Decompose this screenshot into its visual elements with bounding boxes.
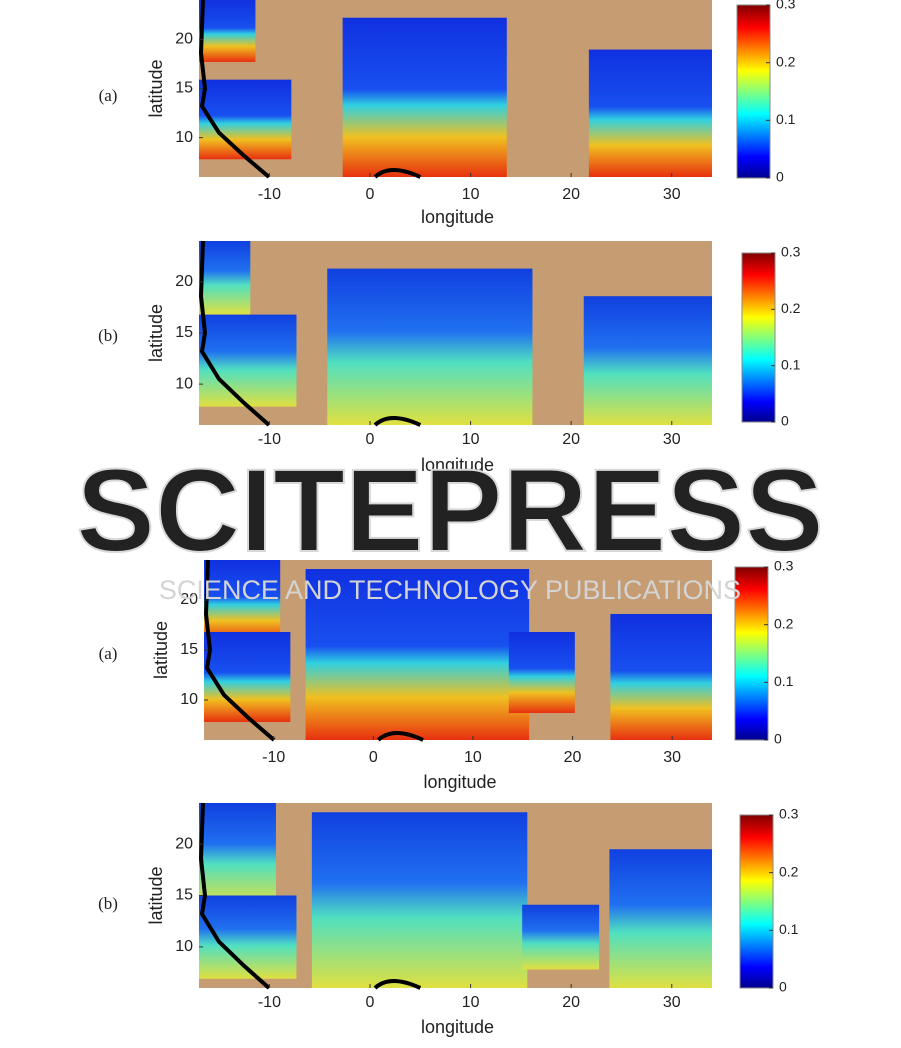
x-tick-label: 0	[366, 186, 375, 203]
colorbar-tick-label: 0	[781, 413, 789, 429]
x-tick-label: 10	[464, 749, 482, 766]
x-tick-label: 30	[663, 994, 681, 1011]
x-tick-label: 20	[562, 994, 580, 1011]
panel-label: (a)	[99, 644, 118, 663]
colorbar-tick-label: 0.3	[781, 244, 801, 260]
field-region	[199, 79, 292, 160]
x-tick-label: 10	[462, 431, 480, 448]
colorbar	[741, 252, 776, 423]
y-tick-label: 10	[180, 691, 198, 708]
field-region	[508, 632, 575, 713]
y-tick-label: 15	[175, 887, 193, 904]
colorbar-tick-label: 0	[774, 731, 782, 747]
y-axis-label: latitude	[151, 621, 171, 679]
colorbar-tick-label: 0.2	[776, 53, 796, 69]
x-tick-label: -10	[258, 431, 281, 448]
colorbar	[739, 814, 774, 989]
colorbar-tick-label: 0.1	[774, 673, 794, 689]
x-tick-label: 30	[663, 749, 681, 766]
field-region	[199, 241, 251, 315]
colorbar-tick-label: 0.2	[781, 300, 801, 316]
x-tick-label: -10	[262, 749, 285, 766]
field-region	[327, 268, 533, 425]
y-axis-label: latitude	[146, 304, 166, 362]
field-region	[305, 569, 530, 740]
field-region	[199, 314, 297, 407]
colorbar-tick-label: 0.1	[779, 921, 799, 937]
coastline	[198, 240, 271, 427]
y-tick-label: 20	[175, 31, 193, 48]
colorbar-tick-label: 0.2	[779, 863, 799, 879]
y-tick-label: 10	[175, 129, 193, 146]
colorbar-tick-label: 0.2	[774, 615, 794, 631]
x-tick-label: 0	[369, 749, 378, 766]
y-axis-label: latitude	[146, 866, 166, 924]
x-tick-label: -10	[258, 994, 281, 1011]
coastline	[376, 731, 424, 742]
y-tick-label: 15	[180, 641, 198, 658]
x-tick-label: 30	[663, 186, 681, 203]
y-tick-label: 10	[175, 938, 193, 955]
x-tick-label: 20	[562, 186, 580, 203]
panel-label: (b)	[98, 894, 118, 913]
panel-label: (b)	[98, 326, 118, 345]
x-axis-label: longitude	[423, 772, 496, 792]
x-axis-label: longitude	[421, 1017, 494, 1037]
x-axis-label: longitude	[421, 207, 494, 227]
coastline	[198, 0, 271, 179]
x-tick-label: 10	[462, 994, 480, 1011]
colorbar-tick-label: 0.1	[781, 356, 801, 372]
field-region	[311, 812, 528, 988]
colorbar	[736, 4, 771, 179]
x-tick-label: 20	[562, 431, 580, 448]
y-tick-label: 20	[180, 591, 198, 608]
y-tick-label: 20	[175, 273, 193, 290]
panel-label: (a)	[99, 86, 118, 105]
colorbar-tick-label: 0.3	[779, 806, 799, 822]
field-region	[522, 904, 600, 970]
coastline	[373, 168, 422, 179]
y-tick-label: 20	[175, 835, 193, 852]
x-tick-label: -10	[258, 186, 281, 203]
field-region	[610, 614, 712, 740]
watermark-subtitle: SCIENCE AND TECHNOLOGY PUBLICATIONS	[159, 575, 741, 605]
colorbar-tick-label: 0.3	[774, 558, 794, 574]
field-region	[609, 849, 712, 988]
coastline	[203, 559, 276, 742]
watermark: SCITEPRESS SCIENCE AND TECHNOLOGY PUBLIC…	[75, 444, 825, 605]
field-region	[199, 895, 297, 979]
x-axis-label: longitude	[421, 455, 494, 475]
field-region	[588, 49, 712, 178]
x-tick-label: 10	[462, 186, 480, 203]
colorbar	[734, 566, 769, 741]
x-tick-label: 30	[663, 431, 681, 448]
field-region	[199, 0, 256, 62]
colorbar-tick-label: 0.3	[776, 0, 796, 12]
field-region	[342, 17, 507, 178]
coastline	[198, 802, 271, 990]
coastline	[373, 416, 422, 427]
x-tick-label: 0	[366, 431, 375, 448]
colorbar-tick-label: 0	[776, 169, 784, 185]
field-region	[583, 296, 712, 425]
y-tick-label: 15	[175, 324, 193, 341]
y-tick-label: 15	[175, 80, 193, 97]
colorbar-tick-label: 0	[779, 979, 787, 995]
field-region	[204, 560, 281, 641]
x-tick-label: 20	[564, 749, 582, 766]
field-region	[199, 803, 276, 905]
x-tick-label: 0	[366, 994, 375, 1011]
colorbar-tick-label: 0.1	[776, 111, 796, 127]
y-tick-label: 10	[175, 375, 193, 392]
watermark-title: SCITEPRESS	[76, 445, 824, 577]
coastline	[373, 979, 422, 990]
field-region	[204, 632, 291, 722]
y-axis-label: latitude	[146, 59, 166, 117]
